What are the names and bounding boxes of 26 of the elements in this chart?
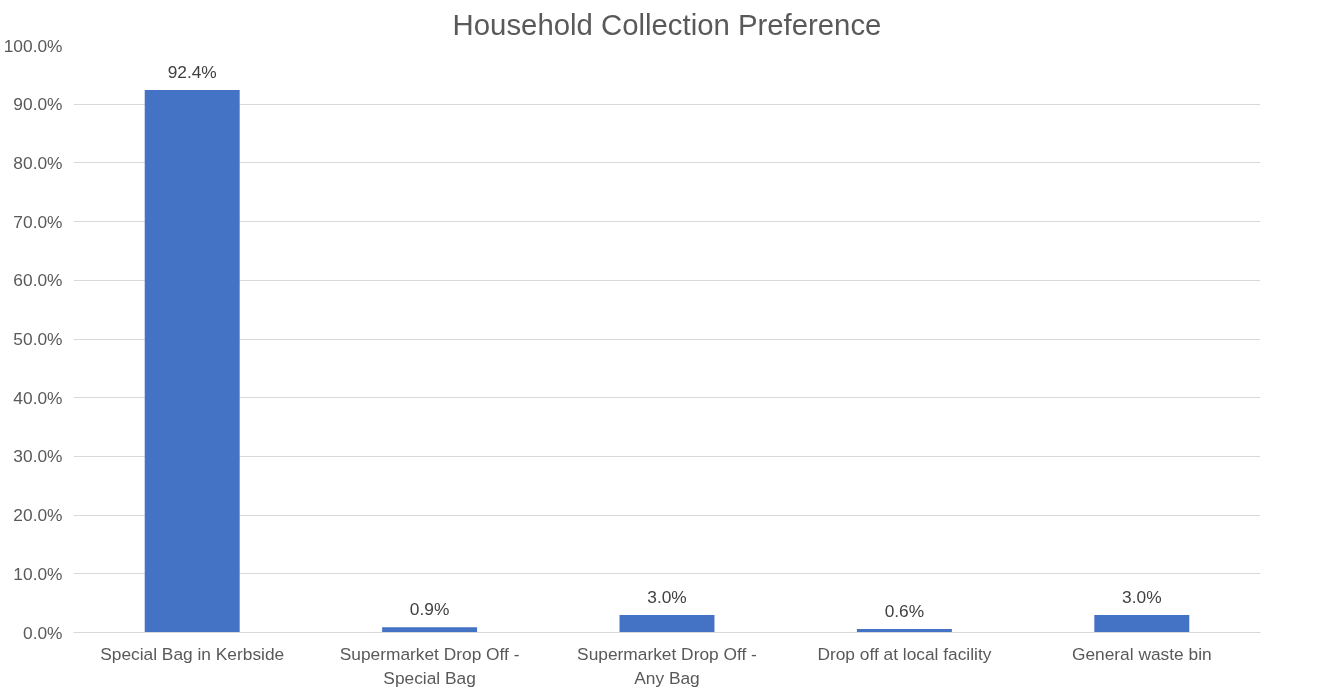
y-tick-label: 30.0% [13, 446, 63, 467]
y-tick-label: 0.0% [23, 622, 63, 643]
y-tick-label: 50.0% [13, 329, 63, 349]
data-label: 3.0% [1122, 586, 1162, 607]
y-tick-label: 80.0% [13, 152, 63, 173]
y-tick-label: 100.0% [3, 35, 63, 56]
y-tick-label: 90.0% [13, 94, 63, 115]
x-tick-label: Supermarket Drop Off - Special Bag [339, 643, 520, 688]
x-tick-label: Special Bag in Kerbside [100, 643, 285, 664]
bar [382, 627, 478, 633]
y-tick-label: 40.0% [13, 387, 63, 408]
data-label: 0.6% [884, 600, 925, 621]
bar [1094, 614, 1190, 633]
y-tick-label: 60.0% [13, 270, 63, 291]
bar [619, 614, 715, 633]
chart-title: Household Collection Preference [452, 7, 882, 41]
x-tick-label: Supermarket Drop Off - Any Bag [577, 643, 757, 688]
y-tick-label: 20.0% [13, 505, 63, 526]
y-tick-label: 10.0% [13, 563, 63, 584]
data-label: 0.9% [409, 599, 450, 620]
data-label: 92.4% [167, 62, 217, 83]
y-tick-label: 70.0% [13, 211, 63, 232]
x-tick-label: General waste bin [1071, 643, 1212, 664]
x-tick-label: Drop off at local facility [817, 643, 992, 664]
data-label: 3.0% [647, 586, 687, 607]
bar [144, 90, 240, 633]
